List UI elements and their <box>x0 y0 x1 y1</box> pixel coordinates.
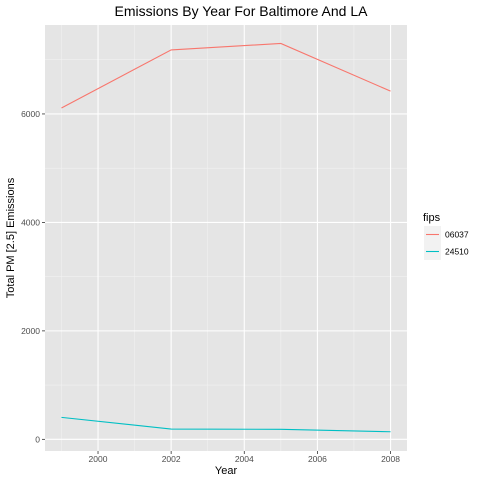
x-tick-label: 2006 <box>308 454 327 464</box>
y-tick-label: 2000 <box>21 326 40 336</box>
plot-panel <box>45 25 407 451</box>
x-axis: 2000 2002 2004 2006 2008 <box>89 451 401 464</box>
legend: fips 06037 24510 <box>423 212 469 260</box>
legend-label: 24510 <box>445 247 469 257</box>
x-tick-label: 2002 <box>162 454 181 464</box>
x-tick-label: 2004 <box>235 454 254 464</box>
legend-item-24510: 24510 <box>424 243 469 260</box>
x-tick-label: 2008 <box>381 454 400 464</box>
y-axis-label: Total PM [2.5] Emissions <box>5 177 17 298</box>
legend-label: 06037 <box>445 230 469 240</box>
chart-title: Emissions By Year For Baltimore And LA <box>115 3 369 19</box>
y-tick-label: 4000 <box>21 217 40 227</box>
legend-title: fips <box>423 212 441 224</box>
legend-items: 06037 24510 <box>424 226 469 260</box>
x-tick-label: 2000 <box>89 454 108 464</box>
plot-background <box>45 25 407 451</box>
y-axis: 0 2000 4000 6000 <box>21 109 45 444</box>
x-axis-label: Year <box>215 465 238 477</box>
y-tick-label: 0 <box>35 434 40 444</box>
y-tick-label: 6000 <box>21 109 40 119</box>
legend-item-06037: 06037 <box>424 226 469 243</box>
